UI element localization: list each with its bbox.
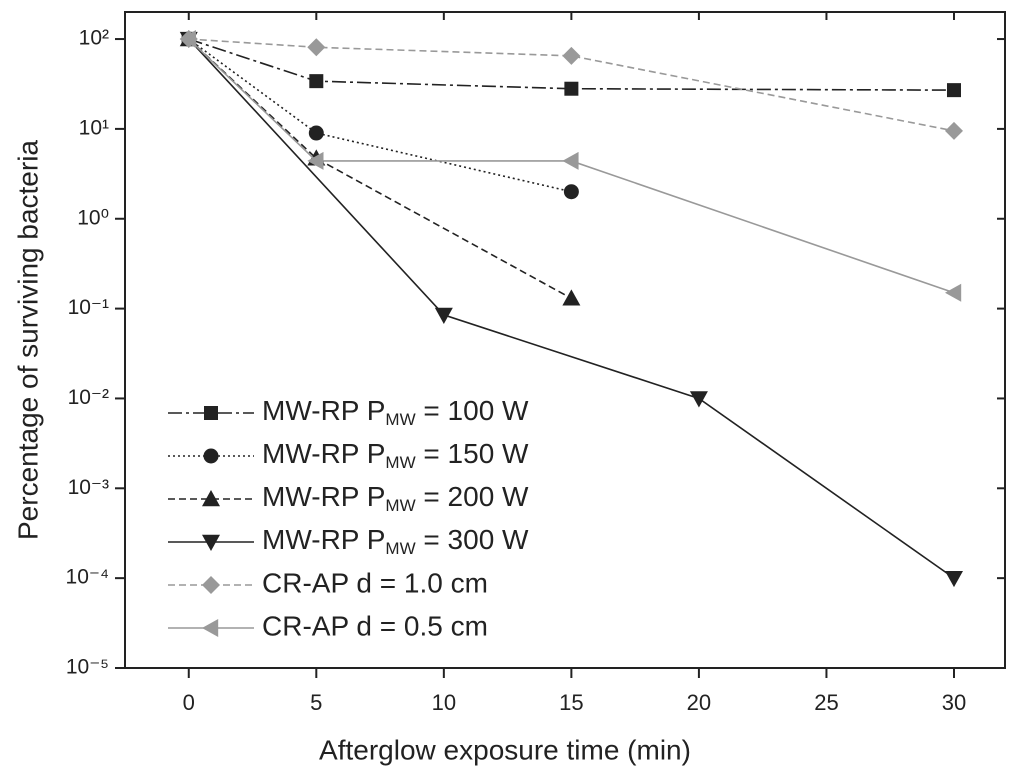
- marker: [944, 283, 962, 302]
- legend-marker: [202, 576, 220, 594]
- marker: [689, 391, 708, 408]
- y-tick-label: 10⁻²: [68, 386, 109, 409]
- legend-label: CR-AP d = 1.0 cm: [262, 567, 488, 598]
- y-tick-label: 10⁻³: [68, 476, 109, 499]
- legend-marker: [203, 448, 219, 464]
- x-tick-label: 15: [559, 690, 583, 715]
- x-tick-label: 10: [432, 690, 456, 715]
- marker: [564, 81, 579, 96]
- x-axis-label: Afterglow exposure time (min): [319, 734, 691, 765]
- y-tick-label: 10⁻¹: [68, 296, 109, 319]
- marker: [563, 184, 579, 200]
- series-line: [188, 38, 572, 300]
- marker: [944, 121, 963, 140]
- marker: [946, 83, 961, 98]
- legend-label: MW-RP PMW = 100 W: [262, 395, 529, 429]
- legend-marker: [202, 619, 219, 637]
- x-tick-label: 20: [687, 690, 711, 715]
- marker: [308, 125, 324, 141]
- legend-marker: [202, 534, 220, 551]
- legend-marker: [204, 406, 218, 420]
- marker: [307, 38, 326, 57]
- marker: [309, 74, 324, 89]
- series-line: [188, 38, 954, 91]
- y-tick-label: 10⁰: [77, 206, 109, 229]
- series-line: [188, 38, 955, 294]
- y-tick-label: 10⁻⁵: [66, 656, 109, 679]
- y-tick-label: 10²: [79, 27, 109, 50]
- legend-label: MW-RP PMW = 200 W: [262, 481, 529, 515]
- legend-label: MW-RP PMW = 300 W: [262, 524, 529, 558]
- marker: [562, 46, 581, 65]
- marker: [307, 151, 324, 170]
- marker: [434, 307, 453, 324]
- series-line: [188, 38, 572, 193]
- legend-label: CR-AP d = 0.5 cm: [262, 610, 488, 641]
- marker: [944, 570, 963, 588]
- y-tick-label: 10¹: [79, 116, 109, 139]
- series-line: [188, 38, 955, 132]
- x-tick-label: 25: [814, 690, 838, 715]
- marker: [562, 289, 581, 306]
- x-tick-label: 0: [183, 690, 195, 715]
- legend-label: MW-RP PMW = 150 W: [262, 438, 529, 472]
- plot-frame: [124, 11, 1006, 669]
- marker: [562, 151, 579, 170]
- x-tick-label: 5: [310, 690, 322, 715]
- x-tick-label: 30: [942, 690, 966, 715]
- legend-marker: [202, 490, 220, 507]
- marker: [179, 30, 196, 49]
- y-tick-label: 10⁻⁴: [66, 566, 109, 589]
- series-line: [188, 38, 955, 579]
- y-axis-label: Percentage of surviving bacteria: [12, 140, 43, 540]
